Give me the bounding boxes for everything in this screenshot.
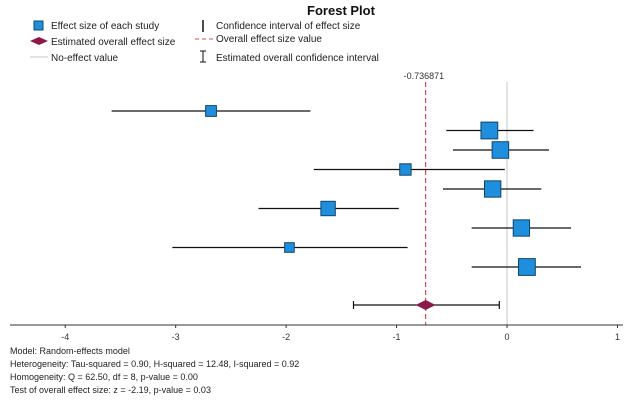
x-tick-label: -1 <box>393 332 401 342</box>
study-effect-square <box>284 242 295 253</box>
x-tick-label: 1 <box>615 332 620 342</box>
legend-study-square-icon <box>33 20 44 31</box>
chart-title: Forest Plot <box>307 3 376 18</box>
study-effect-square <box>205 105 217 117</box>
model-line: Model: Random-effects model <box>10 346 130 356</box>
overall-test-line: Test of overall effect size: z = -2.19, … <box>10 385 211 395</box>
study-effect-square <box>491 141 510 159</box>
legend-no-effect-label: No-effect value <box>51 53 119 64</box>
x-tick-label: -2 <box>282 332 290 342</box>
x-tick-label: -4 <box>61 332 69 342</box>
heterogeneity-line: Heterogeneity: Tau-squared = 0.90, H-squ… <box>10 359 300 369</box>
legend-overall-line-label: Overall effect size value <box>216 34 322 45</box>
overall-effect-diamond <box>415 300 436 310</box>
homogeneity-line: Homogeneity: Q = 62.50, df = 8, p-value … <box>10 372 198 382</box>
study-effect-square <box>512 219 531 237</box>
legend-study-ci-label: Confidence interval of effect size <box>216 21 361 32</box>
legend-overall-ci-label: Estimated overall confidence interval <box>216 53 379 64</box>
x-tick-label: 0 <box>505 332 510 342</box>
legend: Effect size of each study Estimated over… <box>30 20 379 64</box>
x-tick-label: -3 <box>172 332 180 342</box>
study-effect-square <box>518 258 536 276</box>
legend-study-effect-label: Effect size of each study <box>51 21 159 32</box>
study-effect-square <box>320 200 336 217</box>
legend-overall-diamond-icon <box>30 37 48 45</box>
study-effect-square <box>399 163 412 176</box>
model-notes: Model: Random-effects model Heterogeneit… <box>10 345 299 397</box>
study-effect-square <box>484 180 502 198</box>
plot-area: -0.736871 -4 -3 -2 -1 0 1 <box>10 71 623 342</box>
overall-effect-value-label: -0.736871 <box>404 71 445 81</box>
legend-overall-effect-label: Estimated overall effect size <box>51 37 176 48</box>
study-effect-square <box>480 121 499 140</box>
legend-overall-ci-icon <box>200 50 206 63</box>
forest-plot: Forest Plot Effect size of each study Es… <box>10 3 623 342</box>
